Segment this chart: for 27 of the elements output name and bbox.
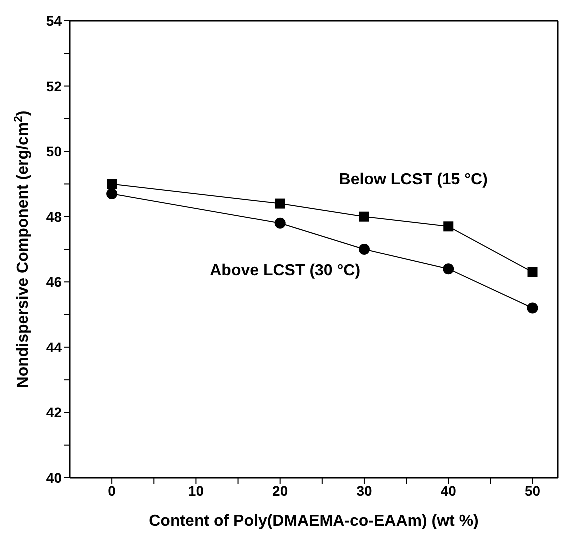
point (444, 222, 454, 232)
x-tick-label: 40 (440, 482, 457, 499)
y-tick-label: 48 (46, 208, 62, 225)
point (106, 188, 118, 200)
x-axis-title: Content of Poly(DMAEMA-co-EAAm) (wt %) (149, 513, 479, 530)
x-tick-label: 50 (524, 482, 541, 499)
y-tick-label: 46 (46, 274, 62, 290)
point (107, 179, 118, 190)
point (527, 302, 538, 314)
y-tick-label: 40 (46, 470, 62, 486)
y-tick-label: 52 (46, 78, 62, 94)
y-tick-label: 42 (46, 404, 62, 421)
point (274, 218, 286, 229)
x-tick-label: 0 (108, 482, 116, 499)
x-tick-label: 30 (356, 482, 372, 499)
x-tick-label: 20 (272, 482, 288, 499)
point (358, 244, 370, 255)
point (275, 198, 286, 209)
y-tick-label: 50 (46, 144, 62, 160)
point (443, 264, 454, 275)
y-tick-label: 54 (46, 12, 62, 29)
y-tick-label: 44 (46, 339, 62, 356)
x-tick-label: 10 (188, 482, 204, 499)
series-label: Above LCST (30 °C) (210, 262, 361, 280)
point (359, 212, 370, 222)
point (528, 267, 538, 278)
series-label: Below LCST (15 °C) (339, 172, 488, 189)
